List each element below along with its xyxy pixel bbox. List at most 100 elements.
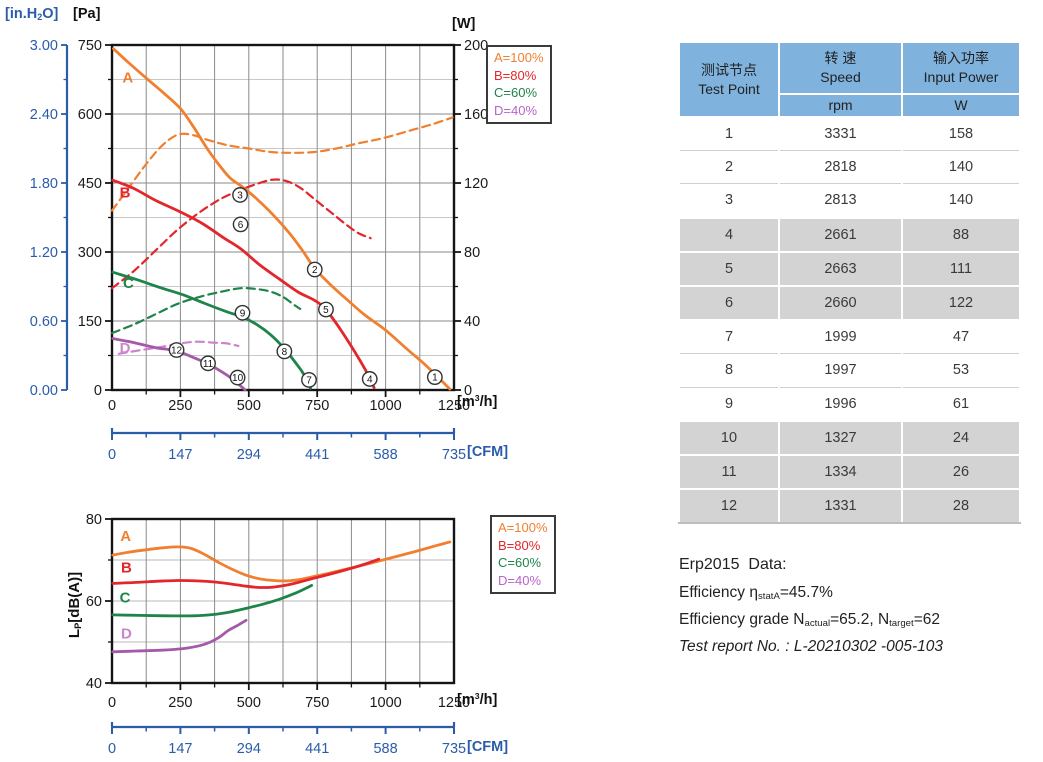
table-cell: 26	[901, 453, 1021, 490]
svg-text:1.80: 1.80	[30, 176, 58, 192]
table-cell: 9	[678, 386, 780, 421]
table-cell: 1997	[778, 353, 903, 387]
svg-text:80: 80	[464, 245, 480, 261]
table-row: 11 1334 26	[678, 453, 1021, 490]
table-cell: 10	[678, 419, 780, 455]
cfm-axis-title-top: [CFM]	[467, 444, 509, 460]
header-test-point: 测试节点 Test Point	[678, 41, 780, 118]
svg-text:150: 150	[78, 314, 102, 330]
header-power-zh: 输入功率	[933, 50, 989, 66]
cfm-axis-title-bottom: [CFM]	[467, 739, 509, 755]
header-power-unit: W	[901, 93, 1021, 118]
svg-text:0.60: 0.60	[30, 314, 58, 330]
curve-C-noise	[111, 584, 314, 618]
legend-item: A=100%	[494, 50, 544, 65]
table-cell: 158	[901, 116, 1021, 151]
performance-charts-canvas: 0150300450600750040801201602000.000.601.…	[30, 38, 488, 757]
test-point-marker-6: 6	[232, 216, 249, 233]
header-test-point-zh: 测试节点	[701, 61, 757, 78]
table-cell: 2818	[778, 150, 903, 184]
table-cell: 1996	[778, 386, 903, 421]
table-row: 3 2813 140	[678, 183, 1021, 218]
header-test-point-en: Test Point	[698, 80, 760, 97]
svg-text:588: 588	[373, 447, 397, 463]
pressure-power-chart: 0150300450600750040801201602000.000.601.…	[30, 38, 488, 463]
table-body: 1 3331 158 2 2818 140 3 2813 140 4 2661 88 5 2663 111 6…	[678, 116, 1021, 525]
curve-A-noise	[111, 540, 452, 583]
test-point-marker-3: 3	[232, 187, 248, 203]
test-point-marker-4: 4	[361, 371, 378, 387]
svg-text:11: 11	[203, 359, 214, 370]
erp-title: Erp2015 Data:	[679, 556, 787, 573]
curve-label-A: A	[120, 528, 131, 545]
svg-text:147: 147	[168, 447, 192, 463]
table-cell: 53	[901, 353, 1021, 387]
svg-text:441: 441	[305, 447, 329, 463]
svg-text:6: 6	[238, 220, 244, 231]
table-row: 5 2663 111	[678, 250, 1021, 286]
svg-text:300: 300	[78, 245, 102, 261]
table-cell: 2661	[778, 216, 903, 252]
svg-text:1000: 1000	[369, 695, 401, 711]
table-row: 12 1331 28	[678, 488, 1021, 525]
svg-text:1250: 1250	[438, 695, 470, 711]
svg-text:5: 5	[323, 305, 329, 316]
table-cell: 2	[678, 150, 780, 184]
svg-text:0.00: 0.00	[30, 383, 58, 399]
curve-label-B: B	[121, 560, 132, 577]
test-point-marker-2: 2	[306, 261, 323, 278]
table-cell: 140	[901, 183, 1021, 218]
curve-label-B: B	[120, 185, 131, 202]
curve-A-power-dashed	[110, 116, 454, 212]
test-point-marker-7: 7	[301, 371, 317, 388]
legend-item: C=60%	[498, 555, 541, 570]
legend-noise-chart: A=100% B=80% C=60% D=40%	[490, 515, 556, 594]
noise-chart: 40 60 80 0 250 500 750 1000 1250 0 147 294 441 588 735…	[86, 512, 470, 757]
legend-item: A=100%	[498, 520, 548, 535]
test-point-marker-1: 1	[426, 369, 443, 386]
curve-B-noise	[111, 557, 381, 589]
curve-label-C: C	[123, 275, 134, 292]
erp-efficiency-line: Efficiency ηstatA=45.7%	[679, 584, 833, 603]
curve-D-power-dashed	[117, 340, 240, 355]
svg-text:294: 294	[237, 447, 261, 463]
test-point-marker-5: 5	[318, 301, 334, 318]
table-cell: 111	[901, 250, 1021, 286]
svg-text:600: 600	[78, 107, 102, 123]
svg-text:80: 80	[86, 512, 102, 528]
svg-text:1000: 1000	[369, 398, 401, 414]
svg-text:250: 250	[168, 398, 192, 414]
svg-text:3: 3	[237, 191, 243, 202]
table-cell: 5	[678, 250, 780, 286]
svg-text:450: 450	[78, 176, 102, 192]
curve-label-D: D	[121, 625, 132, 642]
svg-text:2.40: 2.40	[30, 107, 58, 123]
table-cell: 88	[901, 216, 1021, 252]
curve-label-D: D	[120, 340, 131, 357]
legend-item: B=80%	[494, 67, 537, 83]
header-speed-zh: 转 速	[824, 50, 857, 66]
table-cell: 2663	[778, 250, 903, 286]
svg-text:750: 750	[305, 695, 329, 711]
test-point-marker-8: 8	[276, 343, 293, 360]
test-point-table-wrap: 测试节点 Test Point 转 速 Speed 输入功率 Input Pow…	[678, 41, 1021, 525]
header-input-power: 输入功率 Input Power	[901, 41, 1021, 95]
curve-label-C: C	[120, 590, 131, 607]
svg-text:200: 200	[464, 38, 488, 54]
svg-text:735: 735	[442, 447, 466, 463]
curve-A-pressure	[112, 47, 452, 391]
table-cell: 28	[901, 488, 1021, 525]
svg-text:160: 160	[464, 107, 488, 123]
svg-text:10: 10	[232, 373, 244, 384]
svg-text:0: 0	[108, 695, 116, 711]
table-row: 7 1999 47	[678, 319, 1021, 354]
svg-text:750: 750	[305, 398, 329, 414]
svg-text:250: 250	[168, 695, 192, 711]
test-point-marker-12: 12	[168, 342, 185, 358]
svg-text:12: 12	[171, 346, 183, 357]
header-speed: 转 速 Speed	[778, 41, 903, 95]
table-cell: 61	[901, 386, 1021, 421]
erp-efficiency-grade-line: Efficiency grade Nactual=65.2, Ntarget=6…	[679, 611, 940, 630]
inh2o-axis-title: [in.H2O]	[5, 6, 59, 22]
table-cell: 1327	[778, 419, 903, 455]
